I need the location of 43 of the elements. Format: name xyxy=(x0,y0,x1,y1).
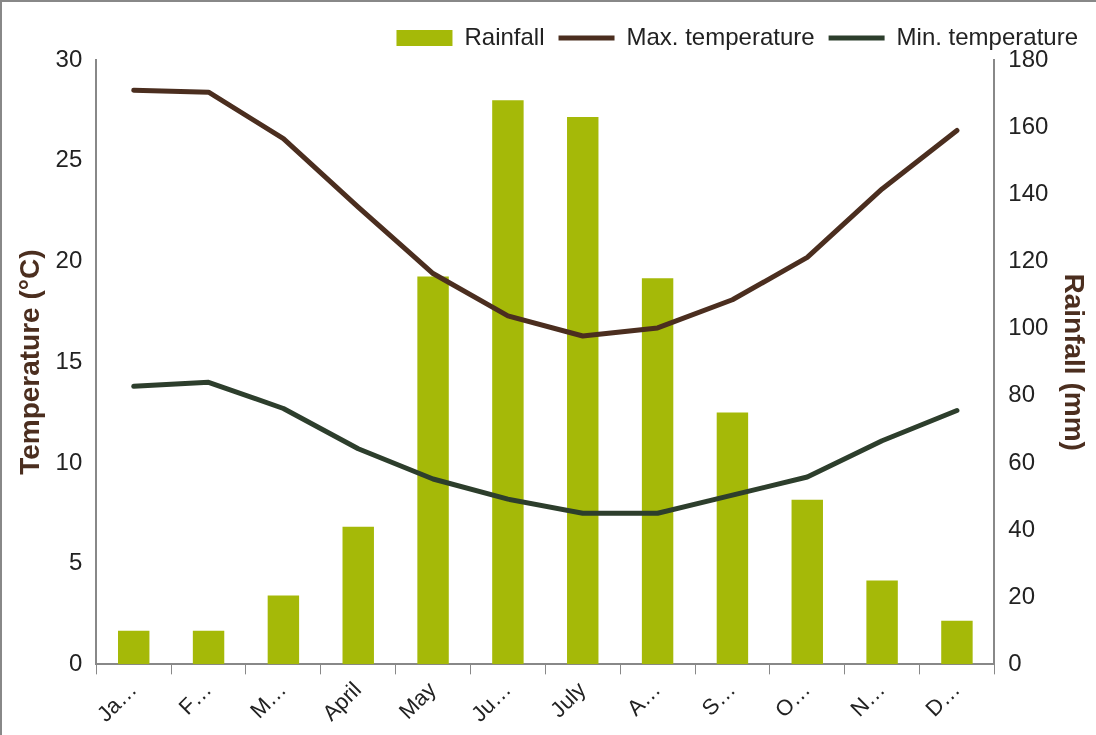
x-tick-label: July xyxy=(545,676,591,723)
bar xyxy=(118,630,150,665)
x-tick-label: M… xyxy=(245,676,292,724)
bar xyxy=(791,499,823,665)
x-tick-label: F… xyxy=(173,676,217,720)
x-tick-label: N… xyxy=(845,676,890,722)
y2-tick-label: 120 xyxy=(1008,246,1049,274)
y2-tick-label: 100 xyxy=(1008,313,1049,341)
y-tick-label: 20 xyxy=(55,246,83,274)
y-tick-label: 10 xyxy=(55,447,83,475)
bar xyxy=(941,620,973,665)
y2-tick-label: 20 xyxy=(1008,581,1036,609)
bar xyxy=(342,526,374,665)
bar xyxy=(567,117,599,665)
x-tick-label: Ja… xyxy=(91,676,142,727)
x-tick-label: D… xyxy=(920,676,965,722)
y-tick-label: 5 xyxy=(68,548,83,576)
bar xyxy=(866,580,898,665)
x-tick-label: Ju… xyxy=(466,676,516,727)
y-tick-label: 25 xyxy=(55,145,83,173)
x-tick-label: A… xyxy=(621,676,666,721)
y-tick-label: 0 xyxy=(68,648,83,676)
bar xyxy=(641,278,674,665)
y2-tick-label: 60 xyxy=(1008,447,1036,475)
y-tick-label: 15 xyxy=(55,346,83,374)
bar xyxy=(716,412,749,665)
x-tick-label: May xyxy=(393,676,441,724)
bar xyxy=(192,630,225,665)
y2-tick-label: 40 xyxy=(1008,514,1036,542)
y2-axis-title: Rainfall (mm) xyxy=(1059,273,1091,451)
y2-tick-label: 80 xyxy=(1008,380,1036,408)
y2-tick-label: 140 xyxy=(1008,178,1049,206)
y-axis-title: Temperature (°C) xyxy=(13,249,45,475)
y-tick-label: 30 xyxy=(55,44,83,72)
bar xyxy=(417,276,449,665)
y2-tick-label: 160 xyxy=(1008,111,1049,139)
y2-tick-label: 0 xyxy=(1008,648,1022,676)
legend-label: Rainfall xyxy=(464,22,545,50)
bar xyxy=(492,100,524,665)
x-tick-label: S… xyxy=(696,676,741,721)
legend-label: Max. temperature xyxy=(626,22,815,50)
bar xyxy=(267,595,300,665)
x-tick-label: O… xyxy=(769,676,816,723)
